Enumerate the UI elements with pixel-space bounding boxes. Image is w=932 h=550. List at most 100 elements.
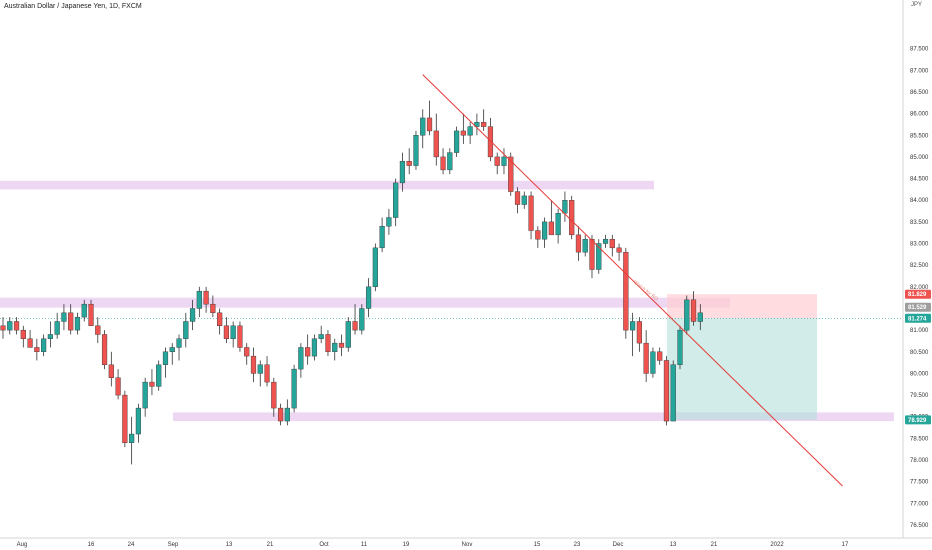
candle[interactable]	[630, 321, 636, 331]
candle[interactable]	[68, 312, 74, 331]
candle[interactable]	[196, 290, 202, 309]
candle[interactable]	[542, 221, 548, 240]
profit-target-zone[interactable]	[667, 318, 817, 420]
candle[interactable]	[372, 247, 378, 288]
candle[interactable]	[223, 325, 230, 339]
trendline[interactable]	[422, 74, 843, 487]
candle[interactable]	[555, 213, 561, 236]
candle[interactable]	[426, 117, 433, 132]
candle[interactable]	[122, 394, 128, 443]
candle[interactable]	[325, 334, 331, 352]
candle[interactable]	[690, 299, 697, 322]
candle[interactable]	[13, 321, 20, 331]
candle[interactable]	[318, 334, 324, 339]
candle[interactable]	[305, 347, 311, 357]
candle[interactable]	[81, 303, 87, 318]
candle[interactable]	[291, 368, 297, 409]
candle[interactable]	[528, 195, 534, 231]
candle[interactable]	[365, 286, 372, 309]
candle[interactable]	[440, 156, 446, 171]
candle[interactable]	[508, 156, 514, 192]
candle[interactable]	[447, 152, 453, 171]
support-resistance-zone[interactable]	[0, 180, 654, 190]
candle[interactable]	[20, 329, 26, 339]
candle[interactable]	[453, 130, 460, 153]
candle[interactable]	[514, 191, 521, 205]
candle[interactable]	[230, 325, 236, 339]
candle[interactable]	[663, 360, 670, 422]
candle[interactable]	[41, 338, 47, 352]
candle[interactable]	[149, 381, 155, 387]
candle[interactable]	[569, 200, 575, 236]
candle[interactable]	[582, 238, 588, 253]
candle[interactable]	[596, 243, 602, 270]
candle[interactable]	[352, 321, 358, 331]
candle[interactable]	[237, 325, 243, 348]
support-resistance-zone[interactable]	[0, 297, 730, 308]
candle[interactable]	[95, 325, 101, 335]
candle[interactable]	[684, 299, 690, 331]
candle[interactable]	[47, 334, 53, 339]
candle[interactable]	[271, 381, 277, 409]
candle[interactable]	[393, 182, 399, 218]
candle[interactable]	[217, 312, 223, 327]
candle[interactable]	[298, 347, 304, 370]
candle[interactable]	[101, 334, 108, 365]
candle[interactable]	[616, 247, 622, 253]
candle[interactable]	[203, 290, 209, 305]
candle[interactable]	[602, 238, 609, 244]
candle[interactable]	[501, 156, 507, 166]
candle[interactable]	[34, 347, 40, 352]
candle[interactable]	[244, 347, 250, 357]
candle[interactable]	[54, 321, 60, 335]
candle[interactable]	[156, 364, 162, 387]
support-resistance-zone[interactable]	[173, 412, 894, 422]
candle[interactable]	[108, 364, 114, 378]
candle[interactable]	[548, 221, 554, 236]
candle[interactable]	[420, 117, 426, 136]
candle[interactable]	[433, 130, 439, 158]
candle[interactable]	[636, 321, 642, 344]
candle[interactable]	[481, 122, 487, 127]
candle[interactable]	[657, 351, 663, 361]
candle[interactable]	[399, 161, 406, 184]
candle[interactable]	[189, 308, 196, 322]
candle[interactable]	[589, 238, 595, 270]
candle[interactable]	[135, 407, 142, 435]
candle[interactable]	[575, 234, 582, 253]
candle[interactable]	[257, 364, 263, 374]
candle[interactable]	[0, 325, 6, 331]
candle[interactable]	[609, 238, 615, 249]
candle[interactable]	[284, 407, 290, 422]
candle[interactable]	[379, 225, 385, 249]
candle[interactable]	[474, 122, 480, 127]
candle[interactable]	[74, 316, 81, 331]
candle[interactable]	[521, 195, 527, 205]
candle[interactable]	[623, 251, 629, 331]
candle[interactable]	[61, 312, 67, 322]
candle[interactable]	[650, 351, 656, 374]
candle[interactable]	[413, 135, 419, 166]
candle[interactable]	[88, 303, 94, 327]
candle[interactable]	[277, 407, 284, 422]
candle[interactable]	[406, 161, 412, 166]
candle[interactable]	[27, 338, 33, 348]
candle[interactable]	[338, 342, 345, 348]
stop-loss-zone[interactable]	[667, 294, 817, 319]
candle[interactable]	[460, 130, 466, 136]
candle[interactable]	[467, 126, 473, 136]
candle[interactable]	[142, 381, 148, 409]
candle[interactable]	[697, 312, 703, 322]
candle[interactable]	[7, 321, 13, 331]
candle[interactable]	[176, 338, 182, 348]
candle[interactable]	[562, 200, 568, 214]
candle[interactable]	[332, 342, 338, 352]
candle[interactable]	[162, 351, 169, 365]
candle[interactable]	[670, 364, 676, 422]
candle[interactable]	[183, 321, 189, 339]
candle[interactable]	[677, 329, 683, 365]
candle[interactable]	[129, 433, 135, 443]
candle[interactable]	[264, 364, 270, 383]
